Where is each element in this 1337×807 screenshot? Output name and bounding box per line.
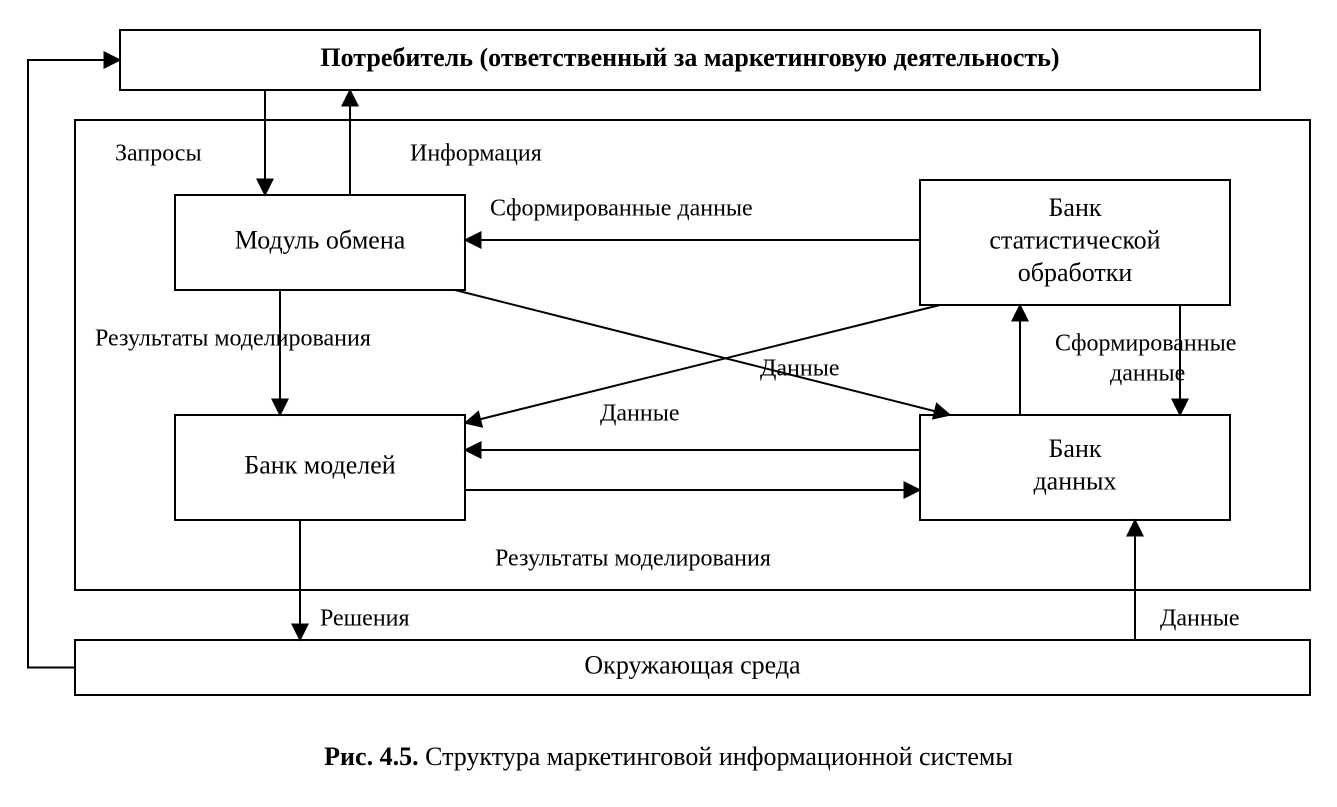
diagram-canvas: Потребитель (ответственный за маркетинго… xyxy=(0,0,1337,807)
label-information: Информация xyxy=(410,141,542,167)
label-data-env: Данные xyxy=(1160,606,1240,632)
node-models-label-0: Банк моделей xyxy=(244,450,396,479)
label-model-results: Результаты моделирования xyxy=(95,326,371,352)
label-requests: Запросы xyxy=(115,141,202,167)
node-databank-label-1: данных xyxy=(1033,467,1116,496)
label-decisions: Решения xyxy=(320,606,410,632)
label-formed-data-r-1: Сформированные xyxy=(1055,331,1236,357)
node-consumer-label-0: Потребитель (ответственный за маркетинго… xyxy=(320,43,1059,72)
label-formed-data-top: Сформированные данные xyxy=(490,196,753,222)
node-env-label-0: Окружающая среда xyxy=(584,650,801,679)
node-stats-label-0: Банк xyxy=(1048,193,1101,222)
node-exchange-label-0: Модуль обмена xyxy=(235,225,406,254)
label-data-diag1: Данные xyxy=(760,356,840,382)
figure-caption: Рис. 4.5. Структура маркетинговой информ… xyxy=(324,742,1013,771)
node-stats-label-1: статистической xyxy=(989,225,1160,254)
edge-stats-to-models xyxy=(465,305,940,423)
label-model-results-2: Результаты моделирования xyxy=(495,546,771,572)
label-data-diag2: Данные xyxy=(600,401,680,427)
edge-exchange-to-databank xyxy=(455,290,950,415)
label-formed-data-r-2: данные xyxy=(1110,361,1185,387)
node-databank-label-0: Банк xyxy=(1048,434,1101,463)
node-stats-label-2: обработки xyxy=(1018,258,1133,287)
